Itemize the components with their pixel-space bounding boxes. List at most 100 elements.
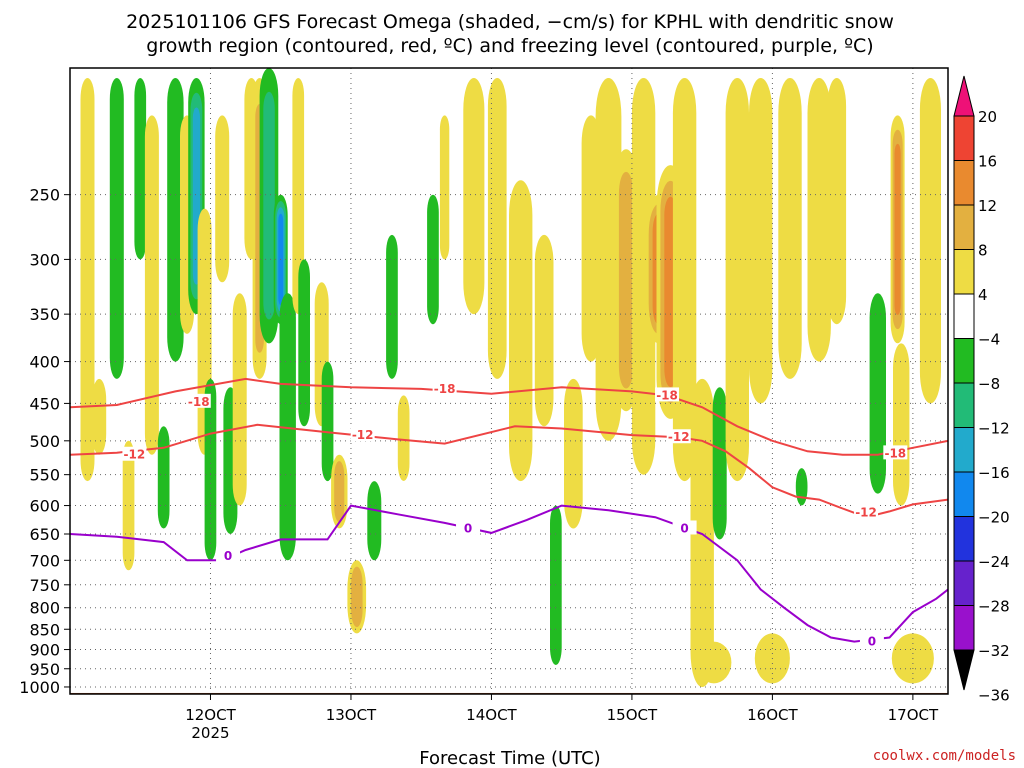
omega-cell	[263, 91, 275, 320]
dgz-contour-label: -12	[124, 448, 146, 462]
chart-title-line-1: 2025101106 GFS Forecast Omega (shaded, −…	[126, 11, 894, 33]
omega-cell	[439, 115, 450, 260]
colorbar-label: −24	[978, 553, 1010, 571]
freezing-level-label-bg	[859, 633, 884, 648]
dgz-label-bg	[186, 393, 211, 408]
omega-cell	[894, 143, 901, 315]
omega-cell	[487, 78, 507, 379]
x-axis-title: Forecast Time (UTC)	[419, 748, 600, 768]
colorbar-bin	[953, 115, 975, 161]
omega-cell	[80, 78, 95, 482]
dgz-label-bg	[854, 504, 879, 519]
x-tick-sublabel: 2025	[191, 724, 229, 742]
colorbar-label: 20	[978, 108, 997, 126]
colorbar-label: 16	[978, 153, 997, 171]
y-tick-label: 800	[29, 599, 60, 618]
omega-cell	[749, 78, 773, 404]
omega-cell	[696, 641, 732, 684]
omega-cell	[215, 115, 230, 283]
omega-cell	[321, 361, 334, 482]
freezing-level-contour-label: 0	[224, 549, 232, 563]
colorbar-bin	[953, 382, 975, 428]
dgz-contour-label: -12	[352, 428, 374, 442]
y-tick-label: 850	[29, 620, 60, 639]
y-axis: 250 300 350 400 450 500 550 600 650 700 750 800 850 9…	[19, 186, 70, 697]
dgz-contour-label: -18	[884, 446, 906, 460]
dgz-label-bg	[350, 427, 375, 442]
freezing-level-label-bg	[216, 548, 241, 563]
omega-cell	[672, 78, 697, 482]
x-tick-label: 12OCT	[185, 706, 236, 724]
dgz-contour-label: -18	[656, 388, 678, 402]
credit-text: coolwx.com/models	[873, 748, 1016, 764]
colorbar-label: −8	[978, 375, 1000, 393]
omega-cell	[778, 78, 802, 379]
omega-cell	[795, 468, 808, 506]
colorbar-bin	[953, 516, 975, 562]
omega-cell	[292, 78, 305, 315]
freezing-level-label-bg	[672, 520, 697, 535]
omega-cell	[144, 115, 159, 455]
colorbar-bin	[953, 293, 975, 339]
colorbar-bin	[953, 427, 975, 473]
omega-cell	[869, 293, 886, 494]
omega-cell	[564, 378, 583, 529]
colorbar-label: −4	[978, 331, 1000, 349]
dgz-contour-label: -12	[855, 506, 877, 520]
omega-shading-layer	[80, 68, 941, 687]
freezing-level-label-bg	[456, 520, 481, 535]
colorbar-bin	[953, 560, 975, 606]
omega-cell	[725, 78, 749, 482]
omega-cell	[109, 78, 124, 379]
omega-cell	[919, 78, 941, 404]
colorbar-bin	[953, 471, 975, 517]
colorbar-top-arrow	[953, 75, 975, 117]
dgz-label-bg	[655, 387, 680, 402]
omega-cell	[631, 78, 656, 475]
dgz-label-bg	[883, 445, 908, 460]
omega-cell	[232, 293, 247, 506]
dgz-label-bg	[432, 380, 457, 395]
omega-cell	[351, 566, 363, 628]
omega-cell	[807, 78, 831, 362]
colorbar-bin	[953, 160, 975, 206]
colorbar-label: −36	[978, 687, 1010, 705]
colorbar-label: −32	[978, 642, 1010, 660]
y-tick-label: 900	[29, 641, 60, 660]
y-tick-label: 600	[29, 497, 60, 516]
chart-title-line-2: growth region (contoured, red, ºC) and f…	[146, 35, 873, 57]
colorbar-label: 12	[978, 197, 997, 215]
y-tick-label: 950	[29, 660, 60, 679]
dgz-label-bg	[666, 429, 691, 444]
y-tick-label: 250	[29, 186, 60, 205]
y-tick-label: 500	[29, 432, 60, 451]
omega-cell	[893, 343, 910, 506]
dgz-label-bg	[122, 446, 147, 461]
colorbar-bin	[953, 249, 975, 295]
omega-cell	[827, 78, 847, 325]
omega-cell	[463, 78, 485, 315]
omega-cell	[386, 234, 398, 379]
colorbar-bin	[953, 338, 975, 384]
freezing-level-contour-label: 0	[464, 521, 472, 535]
dgz-contour-label: -12	[668, 430, 690, 444]
colorbar-label: −20	[978, 509, 1010, 527]
y-tick-label: 450	[29, 394, 60, 413]
y-tick-label: 650	[29, 525, 60, 544]
omega-cell	[427, 194, 439, 325]
omega-cell	[534, 234, 554, 427]
x-tick-label: 17OCT	[888, 706, 939, 724]
dgz-contour-label: -18	[188, 395, 210, 409]
colorbar-label: −28	[978, 598, 1010, 616]
colorbar: 20 16 12 8 4 −4 −8 −12 −16 −20 −24 −28 −32 −36	[953, 75, 1010, 705]
y-tick-label: 550	[29, 466, 60, 485]
dgz-contour-line	[70, 377, 948, 456]
x-tick-label: 15OCT	[607, 706, 658, 724]
freezing-level-contour-label: 0	[868, 635, 876, 649]
y-tick-label: 300	[29, 250, 60, 269]
colorbar-bottom-arrow	[953, 649, 975, 691]
omega-cell	[157, 426, 170, 529]
omega-cell	[298, 259, 310, 427]
omega-cell	[618, 171, 634, 389]
